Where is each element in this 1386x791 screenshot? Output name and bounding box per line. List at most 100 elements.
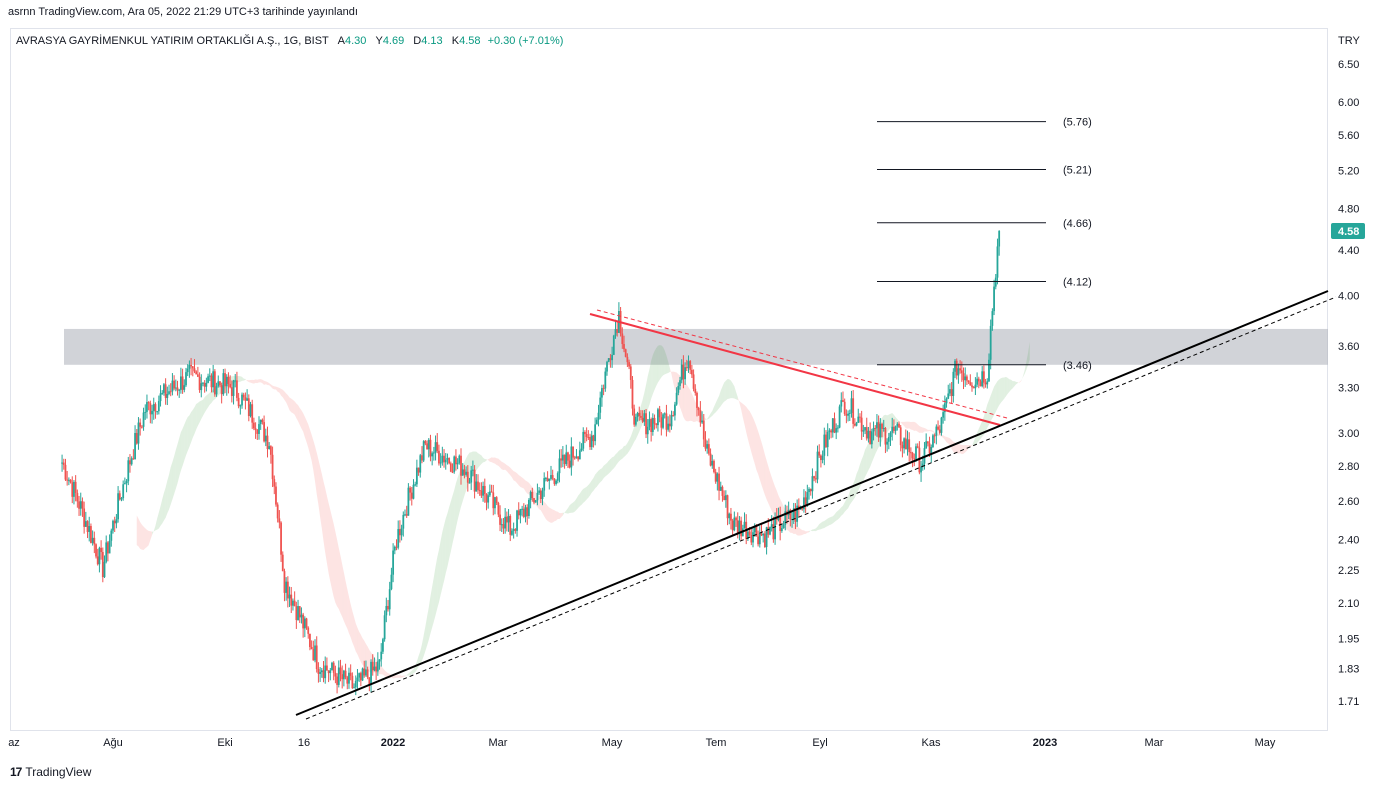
candle-body	[258, 424, 260, 434]
ichimoku-cloud-segment	[498, 458, 501, 468]
candle-body	[553, 478, 556, 484]
ichimoku-cloud-segment	[523, 478, 526, 492]
candle-body	[249, 404, 252, 417]
ichimoku-cloud-segment	[584, 486, 587, 502]
candle-body	[66, 479, 69, 481]
candle-body	[996, 246, 999, 278]
candle-body	[76, 492, 79, 502]
candle-body	[278, 518, 281, 523]
candle-body	[645, 413, 647, 435]
candle-body	[704, 439, 707, 449]
ichimoku-cloud-segment	[567, 505, 570, 514]
candle-body	[378, 659, 381, 662]
ichimoku-cloud-segment	[440, 532, 443, 595]
candle-body	[388, 589, 391, 610]
ichimoku-cloud-segment	[607, 460, 609, 476]
x-tick-label: May	[1255, 737, 1276, 749]
candle-body	[915, 446, 917, 459]
candle-body	[385, 605, 388, 616]
candle-body	[631, 379, 634, 409]
ichimoku-cloud-segment	[904, 421, 906, 429]
ichimoku-cloud-segment	[710, 411, 713, 418]
candle-body	[324, 665, 327, 679]
ichimoku-cloud-segment	[489, 457, 492, 463]
ichimoku-cloud-segment	[445, 513, 448, 574]
ichimoku-cloud-segment	[1012, 381, 1015, 389]
candle-body	[801, 508, 804, 510]
ichimoku-cloud-segment	[902, 421, 905, 426]
candle-body	[889, 432, 892, 438]
candle-body	[818, 451, 821, 456]
candle-body	[825, 434, 827, 448]
candle-body	[217, 381, 220, 387]
ichimoku-cloud-segment	[654, 348, 657, 390]
candle-body	[738, 520, 741, 533]
candle-body	[918, 447, 921, 473]
ichimoku-cloud-segment	[367, 646, 370, 673]
ichimoku-cloud-segment	[275, 386, 278, 392]
ichimoku-cloud-segment	[343, 572, 346, 626]
ichimoku-cloud-segment	[315, 446, 317, 495]
candle-body	[74, 481, 77, 493]
candle-body	[616, 329, 619, 333]
ichimoku-cloud-segment	[829, 516, 832, 526]
candle-body	[120, 498, 123, 500]
candle-body	[994, 277, 997, 287]
candle-body	[847, 413, 849, 416]
ichimoku-cloud-segment	[522, 477, 524, 489]
ichimoku-cloud-segment	[907, 421, 910, 429]
ichimoku-cloud-segment	[926, 428, 928, 432]
ichimoku-cloud-segment	[566, 508, 568, 514]
ichimoku-cloud-segment	[484, 458, 487, 462]
ichimoku-cloud-segment	[432, 576, 434, 628]
candle-body	[502, 524, 505, 529]
ichimoku-cloud-segment	[330, 509, 332, 590]
candle-body	[339, 667, 342, 675]
ichimoku-cloud-segment	[270, 384, 273, 389]
ichimoku-cloud-segment	[720, 386, 723, 407]
candle-body	[237, 397, 240, 407]
candle-body	[264, 435, 267, 442]
candle-body	[244, 397, 247, 401]
candle-body	[387, 605, 389, 610]
symbol-title: AVRASYA GAYRİMENKUL YATIRIM ORTAKLIĞI A.…	[16, 35, 329, 47]
ichimoku-cloud-segment	[277, 387, 280, 393]
ichimoku-cloud-segment	[140, 522, 142, 550]
candle-body	[950, 389, 953, 396]
candle-body	[268, 446, 271, 449]
ichimoku-cloud-segment	[192, 407, 195, 438]
ichimoku-cloud-segment	[722, 382, 725, 404]
candle-body	[79, 501, 82, 509]
ichimoku-cloud-segment	[980, 420, 983, 440]
candle-body	[966, 376, 968, 381]
ichimoku-cloud-segment	[948, 437, 950, 446]
candle-body	[762, 533, 765, 536]
candle-body	[169, 391, 172, 393]
candle-body	[488, 491, 491, 496]
ichimoku-cloud-segment	[802, 530, 804, 535]
candle-body	[365, 669, 367, 676]
ichimoku-cloud-segment	[179, 432, 181, 477]
x-tick-label: Mar	[1145, 737, 1164, 749]
ichimoku-cloud-segment	[958, 443, 961, 454]
candle-body	[380, 651, 383, 660]
candle-body	[507, 516, 510, 523]
candle-body	[259, 419, 262, 425]
ichimoku-cloud-segment	[303, 413, 305, 438]
ichimoku-cloud-segment	[586, 485, 589, 500]
candle-body	[682, 364, 685, 380]
candle-body	[286, 581, 289, 599]
candle-body	[945, 398, 948, 404]
candle-body	[675, 392, 678, 405]
ichimoku-cloud-segment	[513, 471, 516, 482]
ichimoku-cloud-segment	[688, 387, 691, 422]
candle-body	[584, 431, 586, 435]
ichimoku-cloud-segment	[265, 381, 268, 386]
candle-body	[446, 458, 449, 460]
candle-body	[281, 554, 284, 572]
candle-body	[684, 367, 687, 380]
ichimoku-cloud-segment	[191, 409, 193, 443]
candle-body	[697, 407, 700, 411]
ichimoku-cloud-segment	[747, 409, 750, 446]
